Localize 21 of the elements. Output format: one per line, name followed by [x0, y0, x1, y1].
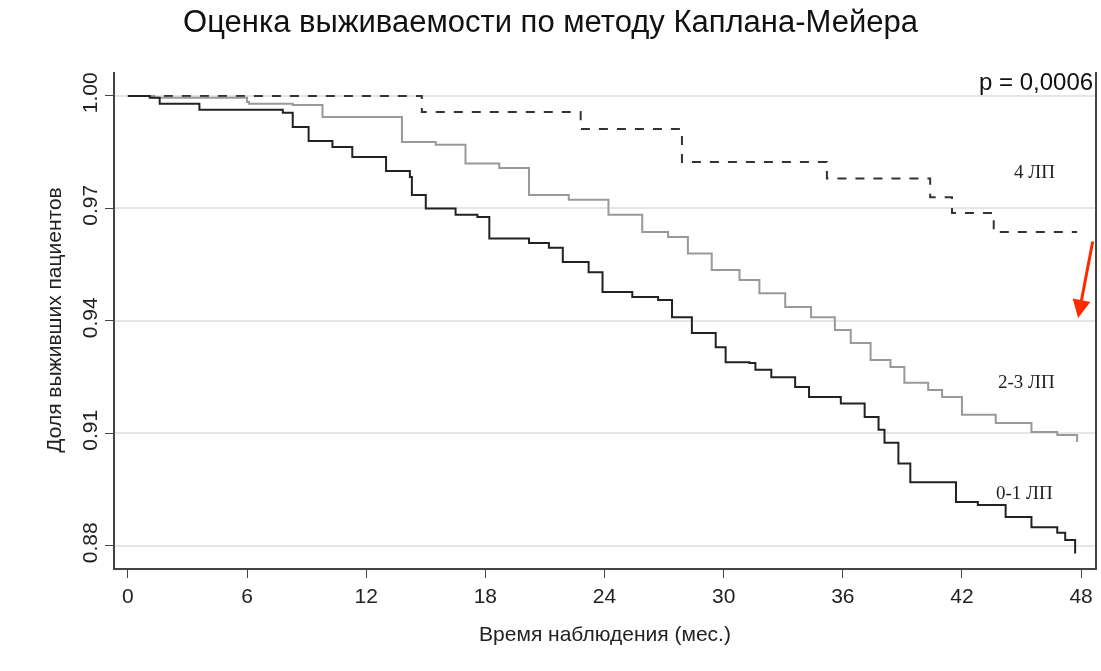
x-tick-label: 30 [711, 584, 736, 608]
x-tick-label: 0 [122, 584, 134, 608]
series-label: 2-3 ЛП [998, 371, 1055, 392]
y-axis-title: Доля выживших пациентов [42, 187, 66, 453]
y-tick-label: 0.88 [77, 522, 101, 564]
x-tick-label: 12 [354, 584, 378, 608]
x-tick-label: 42 [950, 584, 974, 608]
y-tick-label: 1.00 [77, 72, 101, 114]
y-tick-label: 0.91 [77, 409, 101, 451]
x-tick-label: 24 [592, 584, 617, 608]
x-tick-label: 36 [831, 584, 855, 608]
chart-title: Оценка выживаемости по методу Каплана-Мейера [183, 3, 919, 39]
series-label: 0-1 ЛП [996, 482, 1053, 503]
series-label: 4 ЛП [1014, 161, 1056, 182]
annotation: p = 0,0006 [979, 68, 1094, 95]
x-tick-label: 18 [473, 584, 498, 608]
x-tick-label: 48 [1069, 584, 1093, 608]
y-tick-label: 0.94 [77, 297, 101, 339]
x-axis-title: Время наблюдения (мес.) [479, 621, 731, 645]
x-tick-label: 6 [241, 584, 253, 608]
y-tick-label: 0.97 [77, 184, 101, 226]
